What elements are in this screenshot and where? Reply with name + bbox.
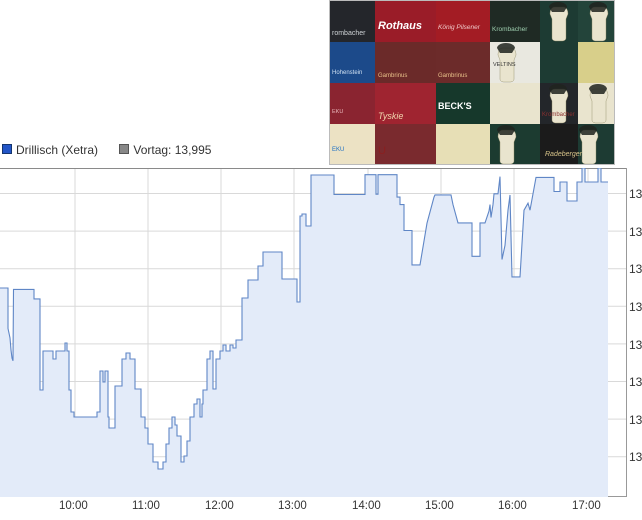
svg-text:Krombacher: Krombacher [542, 112, 575, 118]
svg-text:Hohenstein: Hohenstein [332, 70, 362, 76]
svg-text:König Pilsener: König Pilsener [438, 24, 481, 31]
svg-text:Tyskie: Tyskie [378, 111, 403, 121]
svg-text:EKU: EKU [332, 147, 344, 153]
svg-text:VELTINS: VELTINS [493, 62, 516, 68]
svg-text:BECK'S: BECK'S [438, 101, 472, 111]
svg-text:rombacher: rombacher [332, 30, 366, 37]
svg-text:Gambrinus: Gambrinus [438, 73, 467, 79]
svg-text:Gambrinus: Gambrinus [378, 73, 407, 79]
svg-text:Krombacher: Krombacher [492, 26, 528, 33]
svg-text:Rothaus: Rothaus [378, 20, 422, 32]
svg-text:Radeberger: Radeberger [545, 151, 583, 158]
svg-text:U: U [378, 145, 386, 157]
svg-text:EKU: EKU [332, 109, 343, 115]
